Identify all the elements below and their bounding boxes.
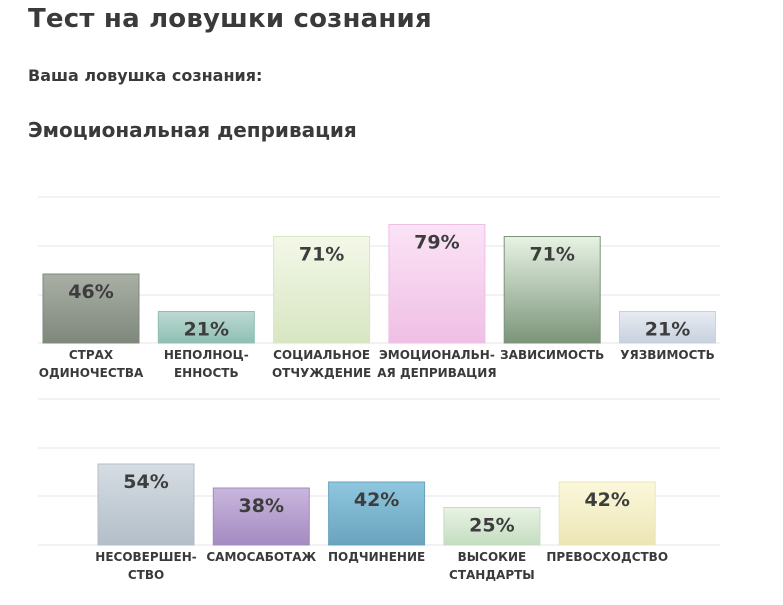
page-title: Тест на ловушки сознания [28, 4, 432, 34]
category-label: ПРЕВОСХОДСТВО [546, 550, 668, 564]
bar-value-label: 71% [529, 244, 574, 266]
bar-value-label: 54% [123, 471, 168, 493]
category-label: УЯЗВИМОСТЬ [620, 348, 715, 362]
bar-value-label: 79% [414, 232, 459, 254]
category-label: СТРАХ [69, 348, 114, 362]
category-label: ОТЧУЖДЕНИЕ [272, 366, 371, 380]
bar [157, 311, 255, 344]
category-label: ЕННОСТЬ [174, 366, 239, 380]
bar [388, 224, 486, 344]
bar [443, 507, 541, 546]
category-label: ВЫСОКИЕ [458, 550, 527, 564]
bar [328, 481, 426, 546]
bar-value-label: 71% [299, 244, 344, 266]
category-label: ОДИНОЧЕСТВА [39, 366, 144, 380]
category-label: АЯ ДЕПРИВАЦИЯ [377, 366, 496, 380]
category-label: НЕСОВЕРШЕН- [95, 550, 196, 564]
bar [503, 236, 601, 344]
category-label: ПОДЧИНЕНИЕ [328, 550, 425, 564]
category-label: САМОСАБОТАЖ [206, 550, 316, 564]
bar-value-label: 21% [645, 319, 690, 341]
category-label: НЕПОЛНОЦ- [164, 348, 249, 362]
bar [558, 481, 656, 546]
bar-value-label: 38% [239, 495, 284, 517]
bar-value-label: 46% [68, 281, 113, 303]
bar [619, 311, 716, 344]
category-label: ЭМОЦИОНАЛЬН- [379, 348, 495, 362]
bar [212, 487, 310, 546]
category-label: СТВО [128, 568, 164, 582]
bar-value-label: 42% [584, 489, 629, 511]
category-label: СОЦИАЛЬНОЕ [273, 348, 370, 362]
category-label: ЗАВИСИМОСТЬ [500, 348, 604, 362]
bar-value-label: 21% [184, 319, 229, 341]
bar-value-label: 25% [469, 515, 514, 537]
result-value: Эмоциональная депривация [28, 118, 357, 142]
bar [42, 273, 140, 344]
result-label: Ваша ловушка сознания: [28, 66, 263, 85]
bar [97, 463, 195, 546]
bar-value-label: 42% [354, 489, 399, 511]
category-label: СТАНДАРТЫ [449, 568, 535, 582]
bar [273, 236, 371, 344]
